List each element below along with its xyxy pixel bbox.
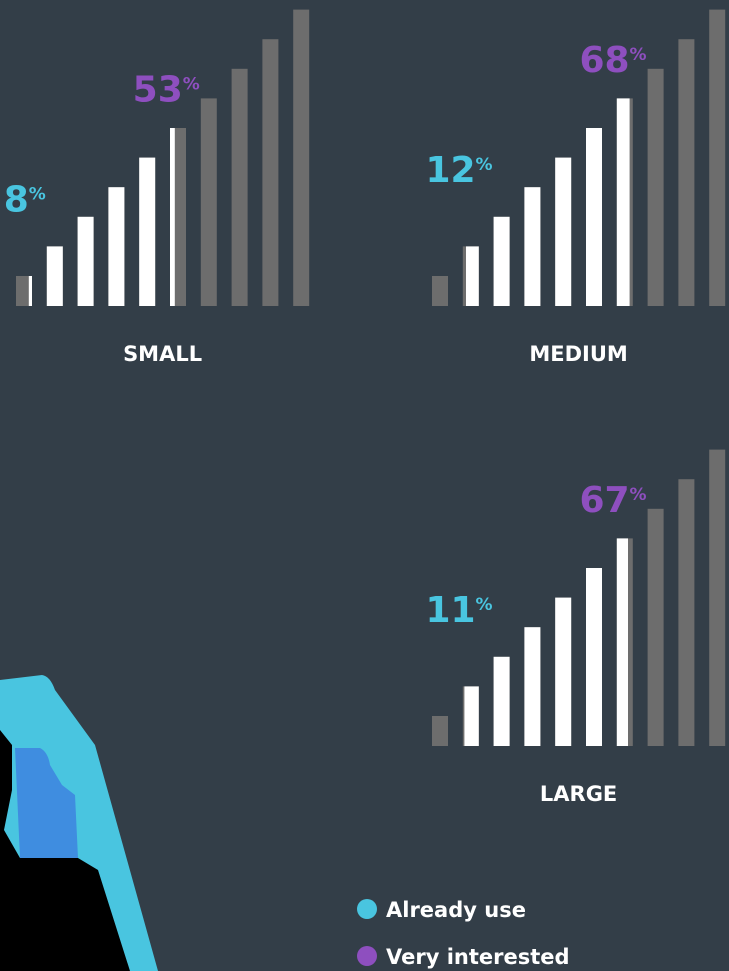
interest-segment [108, 187, 125, 306]
panel-title: SMALL [123, 342, 202, 366]
legend-label: Very interested [386, 945, 570, 969]
bar [231, 68, 248, 306]
panel-title: LARGE [540, 782, 617, 806]
bar [432, 716, 448, 746]
percent-label: 12% [425, 150, 492, 191]
bar [709, 449, 726, 746]
legend-dot [357, 946, 377, 966]
interest-segment [524, 187, 541, 306]
figure-shape [0, 730, 130, 971]
percent-label: 8% [4, 179, 46, 220]
interest-segment [586, 568, 602, 746]
bar [709, 9, 726, 306]
interest-segment [555, 597, 572, 746]
interest-segment [170, 128, 175, 306]
percent-label: 68% [579, 40, 646, 81]
interest-segment [616, 98, 630, 307]
legend-label: Already use [386, 898, 526, 922]
bar [432, 276, 448, 306]
figure [0, 675, 158, 971]
figure-shape [15, 748, 78, 858]
percent-label: 53% [133, 69, 200, 110]
interest-segment [46, 246, 63, 306]
interest-segment [524, 627, 541, 746]
bar [262, 39, 279, 306]
interest-segment [77, 216, 94, 306]
bar [678, 479, 695, 746]
interest-segment [139, 157, 156, 306]
percent-label: 11% [425, 590, 492, 631]
interest-segment [555, 157, 572, 306]
bar [678, 39, 695, 306]
panel: SMALL [16, 9, 310, 366]
panel-title: MEDIUM [529, 342, 627, 366]
interest-segment [464, 686, 479, 746]
interest-segment [616, 538, 628, 746]
bar [16, 276, 32, 306]
interest-segment [586, 128, 602, 306]
interest-segment [493, 656, 510, 746]
bar [647, 508, 664, 746]
bar [200, 98, 217, 307]
bar [293, 9, 310, 306]
legend-dot [357, 899, 377, 919]
interest-segment [493, 216, 510, 306]
interest-segment [28, 276, 32, 306]
percent-label: 67% [579, 480, 646, 521]
panel: MEDIUM [432, 9, 726, 366]
bar [647, 68, 664, 306]
panel: LARGE [432, 449, 726, 806]
interest-segment [466, 246, 479, 306]
